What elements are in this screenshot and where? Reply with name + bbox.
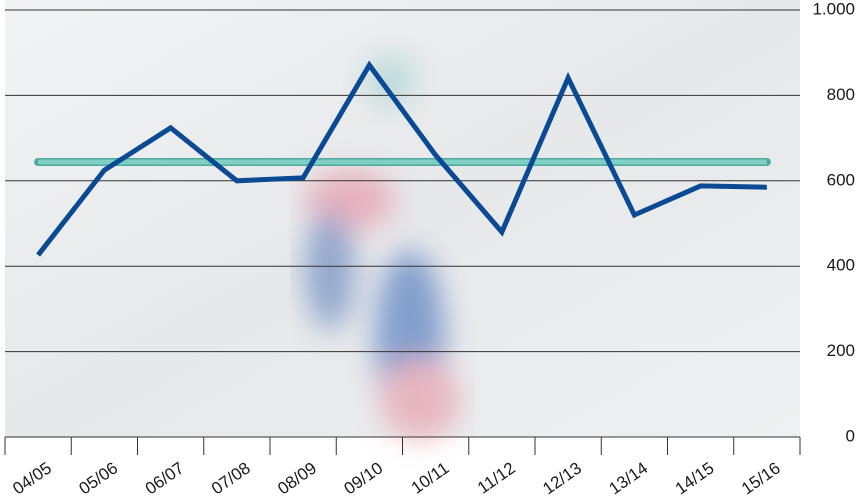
x-tick-label: 15/16: [738, 458, 784, 498]
x-tick-label: 13/14: [605, 458, 651, 498]
x-tick-label: 11/12: [474, 458, 519, 497]
x-tick-label: 12/13: [539, 458, 585, 498]
line: [36, 60, 767, 257]
plot: [34, 60, 771, 257]
y-tick-label: 400: [827, 256, 855, 275]
x-tick-label: 07/08: [208, 458, 254, 498]
x-tick-label: 10/11: [408, 458, 453, 497]
x-tick-label: 14/15: [672, 458, 718, 498]
x-tick-label: 06/07: [142, 458, 188, 498]
background-image: [305, 55, 460, 440]
y-tick-label: 0: [846, 426, 855, 445]
y-tick-label: 600: [827, 170, 855, 189]
grid: [4, 9, 801, 455]
y-tick-label: 800: [827, 85, 855, 104]
x-tick-label: 08/09: [274, 458, 320, 498]
x-tick-label: 04/05: [9, 458, 55, 498]
x-tick-label: 09/10: [340, 458, 386, 498]
y-tick-label: 200: [827, 341, 855, 360]
x-tick-label: 05/06: [75, 458, 121, 498]
y-tick-label: 1.000: [812, 0, 855, 18]
